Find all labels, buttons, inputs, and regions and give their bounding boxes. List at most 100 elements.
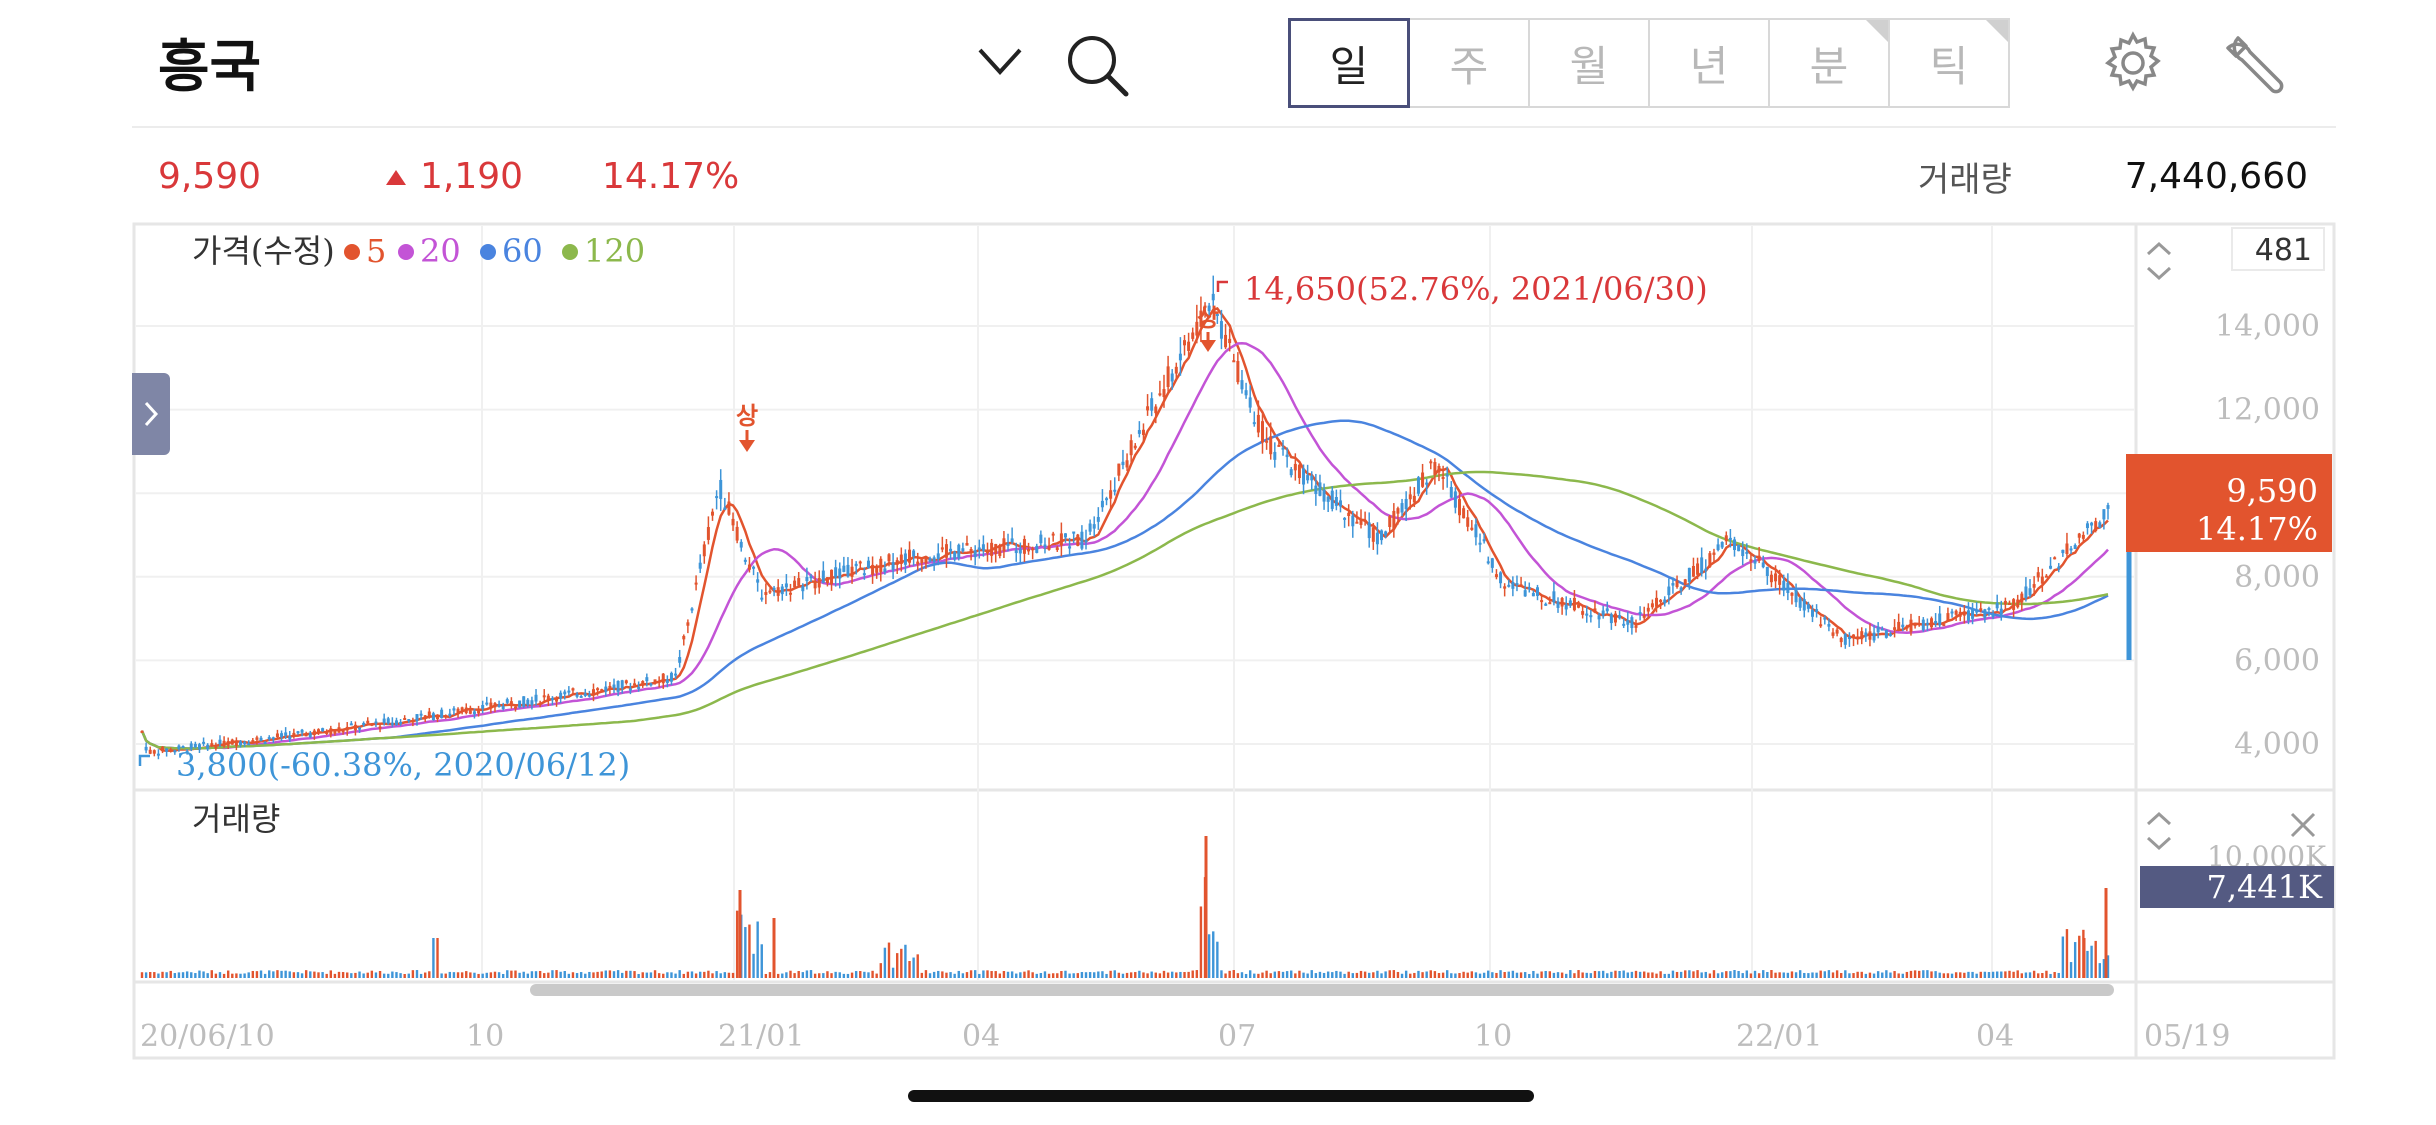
volume-bar [1848, 973, 1851, 978]
gear-icon[interactable] [2100, 30, 2166, 96]
candle-body [1297, 464, 1301, 479]
candle-body [871, 564, 875, 575]
candle-body [522, 696, 526, 707]
volume-bar [1290, 970, 1293, 978]
candle-body [739, 541, 743, 548]
candle-body [497, 704, 501, 708]
candle-body [1191, 332, 1195, 339]
tab-period-3[interactable]: 년 [1648, 18, 1770, 108]
volume-bar [2082, 938, 2086, 978]
candle-body [1802, 599, 1806, 611]
volume-label: 거래량 [1918, 160, 2012, 200]
volume-bar [1199, 906, 1203, 978]
candle-body [1203, 305, 1207, 308]
candle-body [719, 479, 723, 499]
candle-body [222, 740, 226, 747]
y-tick-label: 4,000 [2234, 727, 2320, 762]
volume-bar [1175, 972, 1178, 978]
volume-bar [1991, 971, 1995, 978]
sidebar-toggle-button[interactable] [132, 373, 170, 455]
scale-arrows-icon[interactable] [2146, 241, 2172, 281]
tab-period-4[interactable]: 분 [1768, 18, 1890, 108]
candle-body [854, 563, 858, 567]
volume-bar [1207, 934, 1211, 978]
volume-bar [1437, 973, 1441, 978]
volume-bar [522, 971, 525, 978]
volume-bar [1519, 972, 1523, 978]
candle-body [1983, 609, 1987, 619]
candle-body [1310, 475, 1314, 481]
volume-bar [1528, 973, 1531, 978]
candle-body [1384, 531, 1388, 536]
volume-bar [1002, 971, 1006, 978]
candle-body [698, 562, 702, 569]
volume-bar [2090, 945, 2093, 978]
candle-body [579, 695, 583, 698]
close-icon[interactable] [2290, 812, 2316, 838]
volume-bar [325, 973, 328, 978]
volume-bar [1187, 971, 1190, 978]
candle-body [784, 583, 788, 588]
candle-body [1778, 575, 1782, 585]
volume-bar [202, 971, 205, 978]
volume-bar [1047, 973, 1051, 978]
volume-bar [1655, 973, 1658, 978]
tab-period-5[interactable]: 틱 [1888, 18, 2010, 108]
candle-body [1950, 611, 1954, 614]
volume-bar [432, 938, 435, 978]
candle-body [472, 711, 476, 715]
candle-body [834, 567, 838, 578]
candle-body [2057, 566, 2061, 569]
candle-body [489, 702, 493, 708]
x-tick-label: 20/06/10 [140, 1019, 275, 1054]
volume-bar [1158, 973, 1162, 978]
candle-body [1581, 611, 1585, 615]
candles [140, 275, 2110, 760]
candle-body [1737, 544, 1741, 552]
volume-bar [1938, 972, 1941, 978]
candle-body [181, 746, 185, 749]
candle-body [1125, 460, 1129, 468]
candle-body [550, 698, 554, 701]
chevron-down-icon[interactable] [975, 42, 1025, 82]
volume-bar [1651, 972, 1654, 978]
volume-bar [1556, 972, 1560, 978]
volume-scale-arrows-icon[interactable] [2146, 811, 2172, 851]
chart-scrollbar[interactable] [530, 984, 2114, 996]
volume-bar [407, 973, 410, 978]
volume-bar [382, 973, 386, 978]
candle-body [723, 507, 727, 510]
candle-body [1162, 389, 1166, 398]
legend-dot-5 [344, 244, 360, 260]
candle-body [1404, 498, 1408, 510]
volume-bar [1803, 972, 1806, 978]
candle-body [1150, 398, 1154, 411]
wrench-icon[interactable] [2220, 30, 2286, 96]
volume-bar [1511, 970, 1515, 978]
volume-bar [2045, 970, 2048, 978]
candle-body [1232, 360, 1236, 363]
volume-bar [990, 971, 993, 978]
volume-bar [292, 972, 296, 978]
candle-body [518, 700, 522, 708]
change-rate: 14.17% [602, 156, 740, 197]
tab-period-1[interactable]: 주 [1408, 18, 1530, 108]
volume-bar [571, 972, 575, 978]
volume-bar [1913, 970, 1917, 978]
volume-bar [567, 973, 571, 978]
candle-body [1618, 615, 1622, 619]
candle-body [1018, 549, 1022, 554]
search-icon[interactable] [1062, 30, 1132, 100]
candle-body [1199, 310, 1203, 327]
candle-body [2077, 533, 2081, 538]
volume-bar [1926, 970, 1929, 978]
candle-body [1741, 549, 1745, 557]
candle-body [1856, 636, 1860, 639]
volume-bar [2041, 972, 2044, 978]
candle-body [1831, 632, 1835, 636]
candle-body [1934, 620, 1938, 624]
tab-period-0[interactable]: 일 [1288, 18, 1410, 108]
volume-bar [1326, 971, 1330, 978]
candle-body [197, 744, 201, 750]
